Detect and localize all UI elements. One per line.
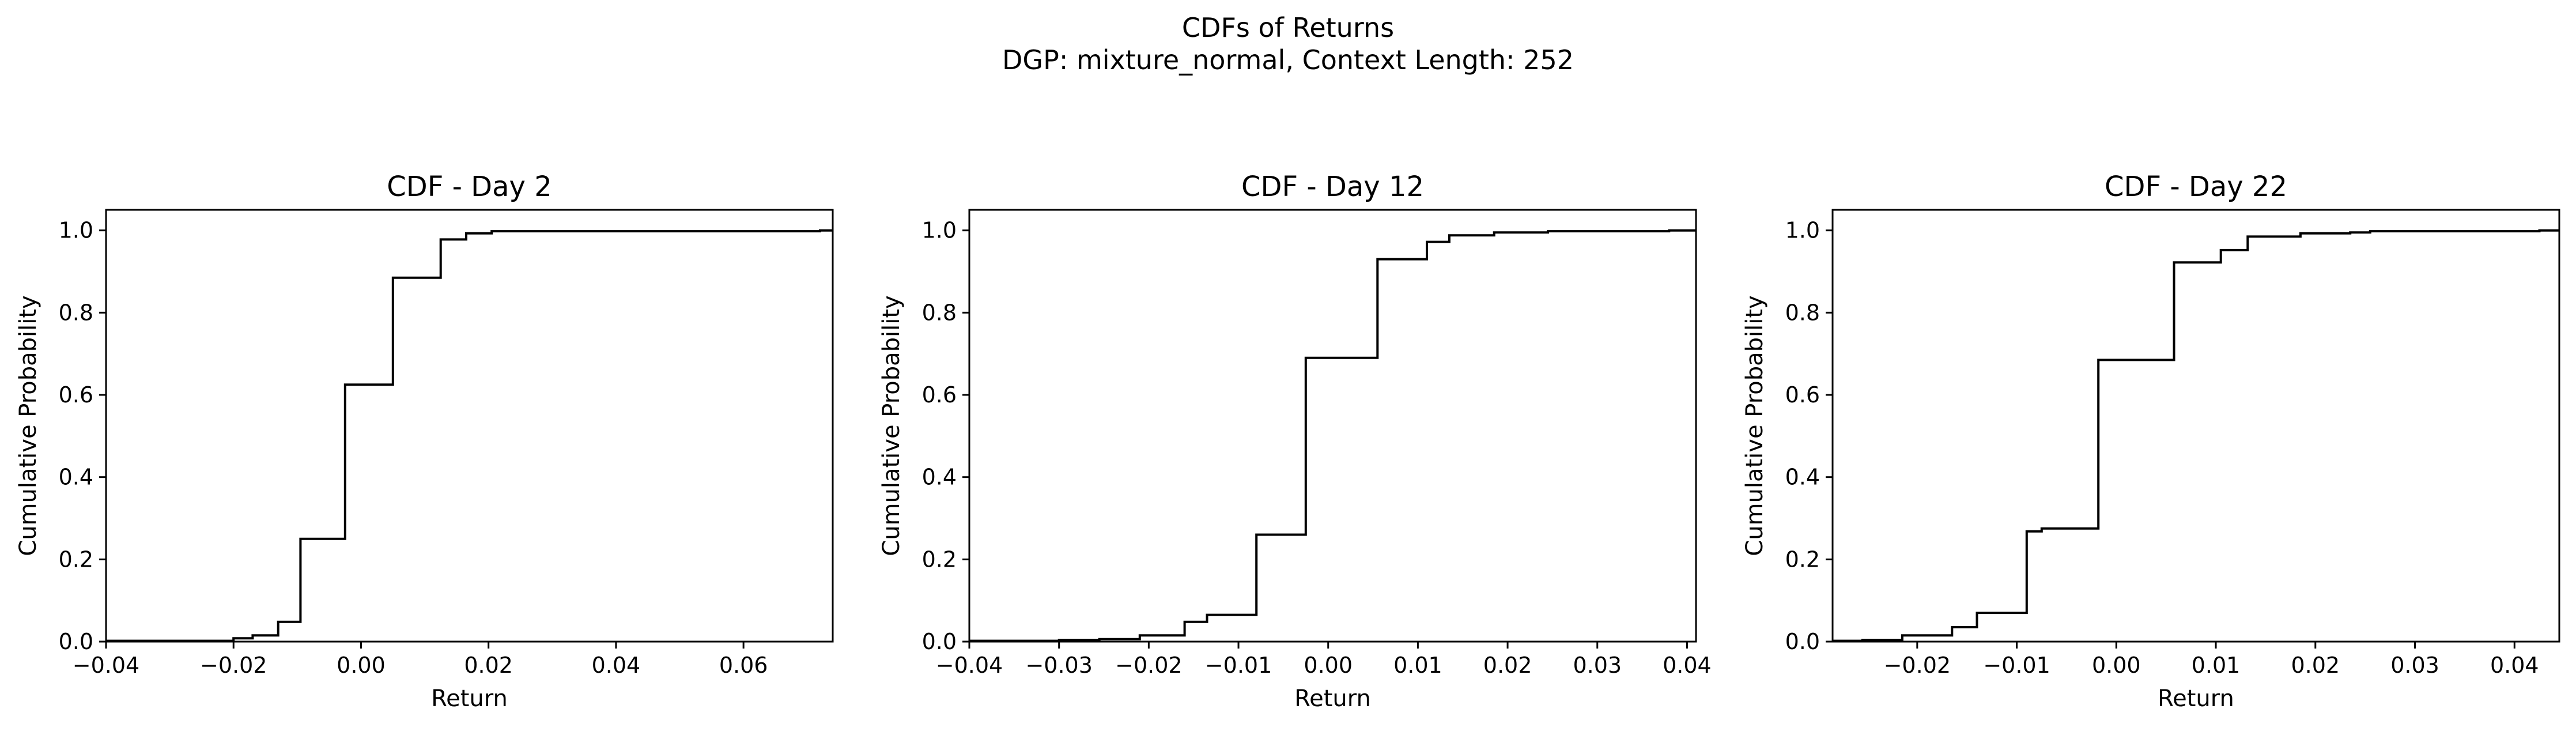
x-tick-label: −0.01: [1205, 653, 1272, 678]
x-tick-label: 0.00: [2092, 653, 2141, 678]
y-tick-label: 0.8: [59, 300, 93, 325]
cdf-line: [969, 229, 1696, 642]
y-tick-label: 0.4: [1785, 465, 1820, 490]
y-tick-label: 1.0: [922, 218, 957, 243]
cdf-panel-2: CDF - Day 12−0.04 −0.03 −0.02 −0.01 0.00 0.01…: [878, 171, 1712, 712]
panels: CDF - Day 2 −0.04 −0.02 0.00 0.02 0.04 0.06 0.0…: [15, 171, 2560, 712]
x-tick-label: 0.02: [2291, 653, 2340, 678]
y-tick-label: 0.8: [1785, 300, 1820, 325]
x-tick-label: 0.04: [2490, 653, 2539, 678]
panel-title: CDF - Day 12: [1241, 171, 1424, 203]
y-tick-label: 1.0: [59, 218, 93, 243]
x-tick-label: 0.04: [592, 653, 641, 678]
cdf-line: [1833, 229, 2559, 642]
y-tick-label: 1.0: [1785, 218, 1820, 243]
cdf-line: [106, 229, 833, 642]
axes-frame: [105, 209, 834, 643]
y-tick-label: 0.2: [59, 546, 93, 572]
y-axis-label: Cumulative Probability: [878, 295, 905, 556]
panel-title: CDF - Day 22: [2105, 171, 2287, 203]
x-axis-label: Return: [1294, 685, 1371, 712]
y-tick-label: 0.0: [1785, 629, 1820, 654]
x-tick-label: 0.02: [1483, 653, 1532, 678]
y-tick-label: 0.2: [1785, 546, 1820, 572]
axes-frame: [1831, 209, 2560, 643]
axes-frame: [968, 209, 1697, 643]
x-axis-label: Return: [431, 685, 508, 712]
y-tick-label: 0.0: [59, 629, 93, 654]
cdf-panel-3: CDF - Day 22 −0.02 −0.01 0.00 0.01 0.02 0.03 0.…: [1742, 171, 2560, 712]
x-tick-label: −0.04: [936, 653, 1003, 678]
y-tick-label: 0.6: [922, 382, 957, 408]
cdf-panel-1: CDF - Day 2 −0.04 −0.02 0.00 0.02 0.04 0.06 0.0…: [15, 171, 834, 712]
x-tick-label: 0.03: [1573, 653, 1622, 678]
y-axis-label: Cumulative Probability: [15, 295, 41, 556]
y-tick-label: 0.0: [922, 629, 957, 654]
x-tick-label: −0.04: [73, 653, 139, 678]
y-tick-label: 0.6: [59, 382, 93, 408]
y-axis-label: Cumulative Probability: [1742, 295, 1768, 556]
y-tick-label: 0.4: [922, 465, 957, 490]
figure-subtitle: DGP: mixture_normal, Context Length: 252: [1002, 44, 1574, 76]
x-tick-label: 0.04: [1663, 653, 1712, 678]
x-tick-label: −0.01: [1983, 653, 2050, 678]
x-tick-label: 0.01: [1393, 653, 1442, 678]
x-tick-label: −0.03: [1025, 653, 1092, 678]
y-tick-label: 0.8: [922, 300, 957, 325]
x-tick-label: 0.01: [2192, 653, 2241, 678]
x-axis-label: Return: [2158, 685, 2234, 712]
figure-title: CDFs of Returns: [1182, 12, 1394, 43]
x-tick-label: 0.02: [464, 653, 513, 678]
y-tick-label: 0.6: [1785, 382, 1820, 408]
x-tick-label: −0.02: [1115, 653, 1182, 678]
x-tick-label: 0.03: [2390, 653, 2439, 678]
y-tick-label: 0.2: [922, 546, 957, 572]
y-tick-label: 0.4: [59, 465, 93, 490]
x-tick-label: 0.00: [1304, 653, 1353, 678]
panel-title: CDF - Day 2: [387, 171, 552, 203]
x-tick-label: −0.02: [1884, 653, 1951, 678]
x-tick-label: −0.02: [200, 653, 267, 678]
x-tick-label: 0.00: [337, 653, 386, 678]
x-tick-label: 0.06: [719, 653, 768, 678]
